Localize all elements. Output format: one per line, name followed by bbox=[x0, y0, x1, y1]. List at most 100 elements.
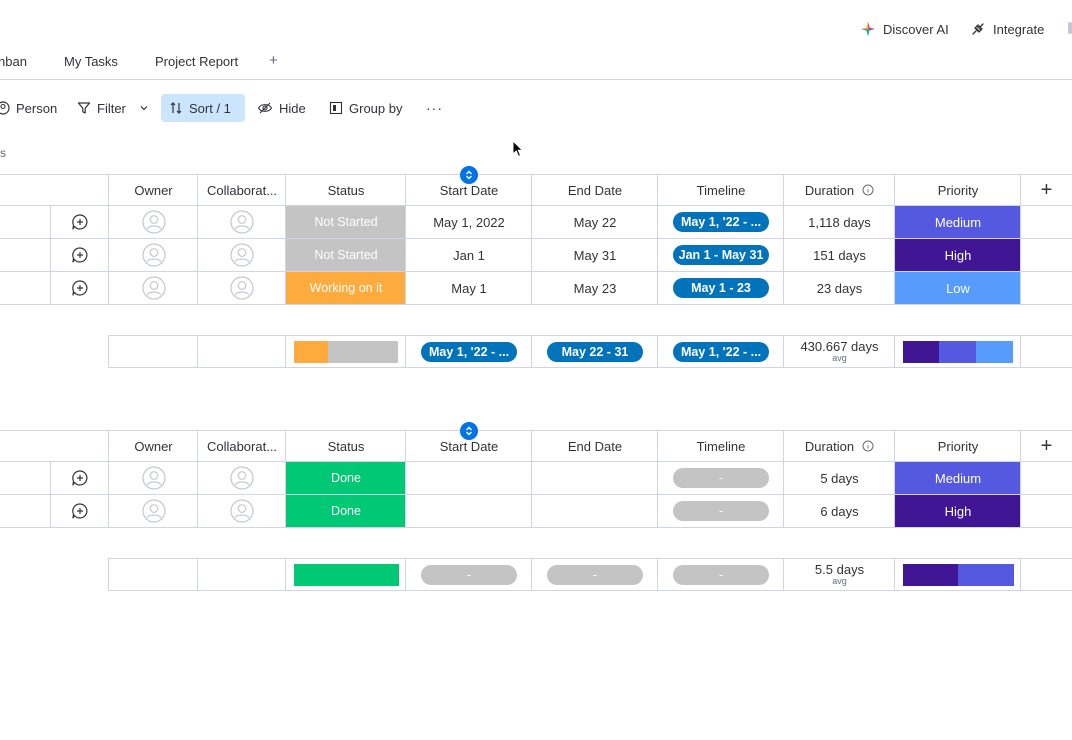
table-row[interactable]: Working on it May 1 May 23 May 1 - 23 23 day… bbox=[0, 272, 1072, 305]
end-date-cell[interactable]: May 23 bbox=[531, 272, 658, 304]
start-date-cell[interactable] bbox=[405, 462, 532, 494]
collaborators-cell[interactable] bbox=[197, 272, 286, 304]
integrate-button[interactable]: Integrate bbox=[970, 20, 1044, 38]
sort-button[interactable]: Sort / 1 bbox=[161, 94, 245, 122]
summary-start-cell[interactable]: - bbox=[405, 559, 532, 590]
person-avatar-icon[interactable] bbox=[141, 276, 166, 300]
status-cell[interactable]: Not Started bbox=[285, 239, 406, 271]
owner-cell[interactable] bbox=[108, 272, 198, 304]
add-column-button[interactable]: + bbox=[1020, 175, 1072, 205]
owner-cell[interactable] bbox=[108, 495, 198, 527]
collaborators-cell[interactable] bbox=[197, 239, 286, 271]
hide-button[interactable]: Hide bbox=[249, 94, 314, 122]
table-row[interactable]: Not Started May 1, 2022 May 22 May 1, '22 -… bbox=[0, 206, 1072, 239]
add-update-icon[interactable] bbox=[71, 246, 89, 264]
add-view-button[interactable]: + bbox=[269, 52, 278, 69]
add-update-cell[interactable] bbox=[50, 206, 109, 238]
person-avatar-icon[interactable] bbox=[230, 276, 254, 300]
add-update-icon[interactable] bbox=[71, 279, 89, 297]
table-row[interactable]: Done - 6 days High bbox=[0, 495, 1072, 528]
summary-timeline-cell[interactable]: - bbox=[657, 559, 784, 590]
discover-ai-button[interactable]: Discover AI bbox=[860, 20, 949, 38]
timeline-cell[interactable]: - bbox=[657, 495, 784, 527]
end-date-cell[interactable]: May 31 bbox=[531, 239, 658, 271]
group-by-button[interactable]: Group by bbox=[321, 94, 410, 122]
add-update-icon[interactable] bbox=[71, 213, 89, 231]
timeline-cell[interactable]: Jan 1 - May 31 bbox=[657, 239, 784, 271]
start-date-cell[interactable]: May 1 bbox=[405, 272, 532, 304]
owner-cell[interactable] bbox=[108, 239, 198, 271]
person-avatar-icon[interactable] bbox=[230, 210, 254, 234]
summary-priority-cell[interactable] bbox=[894, 559, 1021, 590]
start-date-cell[interactable]: Jan 1 bbox=[405, 239, 532, 271]
summary-status-cell[interactable] bbox=[285, 336, 406, 367]
timeline-cell[interactable]: May 1, '22 - ... bbox=[657, 206, 784, 238]
tab-kanban[interactable]: nban bbox=[0, 54, 27, 69]
column-header-collaborators[interactable]: Collaborat... bbox=[197, 431, 286, 461]
person-avatar-icon[interactable] bbox=[230, 499, 254, 523]
timeline-cell[interactable]: May 1 - 23 bbox=[657, 272, 784, 304]
person-avatar-icon[interactable] bbox=[141, 210, 166, 234]
column-header-priority[interactable]: Priority bbox=[894, 175, 1021, 205]
column-header-owner[interactable]: Owner bbox=[108, 175, 198, 205]
person-filter-button[interactable]: Person bbox=[0, 94, 65, 122]
column-header-start-date[interactable]: Start Date bbox=[405, 175, 532, 205]
priority-cell[interactable]: Medium bbox=[894, 206, 1021, 238]
status-cell[interactable]: Done bbox=[285, 462, 406, 494]
column-header-owner[interactable]: Owner bbox=[108, 431, 198, 461]
person-avatar-icon[interactable] bbox=[230, 466, 254, 490]
table-row[interactable]: Done - 5 days Medium bbox=[0, 462, 1072, 495]
table-row[interactable]: Not Started Jan 1 May 31 Jan 1 - May 31 151 … bbox=[0, 239, 1072, 272]
summary-end-cell[interactable]: May 22 - 31 bbox=[531, 336, 658, 367]
end-date-cell[interactable] bbox=[531, 462, 658, 494]
priority-cell[interactable]: High bbox=[894, 239, 1021, 271]
priority-cell[interactable]: Low bbox=[894, 272, 1021, 304]
column-header-priority[interactable]: Priority bbox=[894, 431, 1021, 461]
summary-end-cell[interactable]: - bbox=[531, 559, 658, 590]
column-header-duration[interactable]: Duration bbox=[783, 431, 895, 461]
start-date-cell[interactable] bbox=[405, 495, 532, 527]
add-column-button[interactable]: + bbox=[1020, 431, 1072, 461]
collaborators-cell[interactable] bbox=[197, 462, 286, 494]
end-date-cell[interactable]: May 22 bbox=[531, 206, 658, 238]
sort-indicator-icon[interactable] bbox=[460, 166, 478, 184]
owner-cell[interactable] bbox=[108, 462, 198, 494]
summary-status-cell[interactable] bbox=[285, 559, 406, 590]
status-cell[interactable]: Not Started bbox=[285, 206, 406, 238]
column-header-status[interactable]: Status bbox=[285, 175, 406, 205]
column-header-status[interactable]: Status bbox=[285, 431, 406, 461]
add-update-cell[interactable] bbox=[50, 272, 109, 304]
summary-timeline-cell[interactable]: May 1, '22 - ... bbox=[657, 336, 784, 367]
column-header-end-date[interactable]: End Date bbox=[531, 175, 658, 205]
status-cell[interactable]: Working on it bbox=[285, 272, 406, 304]
priority-cell[interactable]: High bbox=[894, 495, 1021, 527]
tab-project-report[interactable]: Project Report bbox=[155, 54, 239, 69]
column-header-start-date[interactable]: Start Date bbox=[405, 431, 532, 461]
priority-cell[interactable]: Medium bbox=[894, 462, 1021, 494]
filter-button[interactable]: Filter bbox=[69, 94, 158, 122]
sort-indicator-icon[interactable] bbox=[460, 422, 478, 440]
add-update-icon[interactable] bbox=[71, 469, 89, 487]
column-header-timeline[interactable]: Timeline bbox=[657, 175, 784, 205]
collaborators-cell[interactable] bbox=[197, 495, 286, 527]
add-update-cell[interactable] bbox=[50, 462, 109, 494]
person-avatar-icon[interactable] bbox=[141, 243, 166, 267]
collaborators-cell[interactable] bbox=[197, 206, 286, 238]
add-update-cell[interactable] bbox=[50, 239, 109, 271]
summary-start-cell[interactable]: May 1, '22 - ... bbox=[405, 336, 532, 367]
person-avatar-icon[interactable] bbox=[230, 243, 254, 267]
add-update-cell[interactable] bbox=[50, 495, 109, 527]
column-header-end-date[interactable]: End Date bbox=[531, 431, 658, 461]
status-cell[interactable]: Done bbox=[285, 495, 406, 527]
summary-priority-cell[interactable] bbox=[894, 336, 1021, 367]
owner-cell[interactable] bbox=[108, 206, 198, 238]
add-update-icon[interactable] bbox=[71, 502, 89, 520]
end-date-cell[interactable] bbox=[531, 495, 658, 527]
start-date-cell[interactable]: May 1, 2022 bbox=[405, 206, 532, 238]
person-avatar-icon[interactable] bbox=[141, 466, 166, 490]
column-header-duration[interactable]: Duration bbox=[783, 175, 895, 205]
column-header-timeline[interactable]: Timeline bbox=[657, 431, 784, 461]
info-icon[interactable] bbox=[862, 440, 874, 452]
more-options-button[interactable]: ··· bbox=[426, 100, 443, 116]
info-icon[interactable] bbox=[862, 184, 874, 196]
